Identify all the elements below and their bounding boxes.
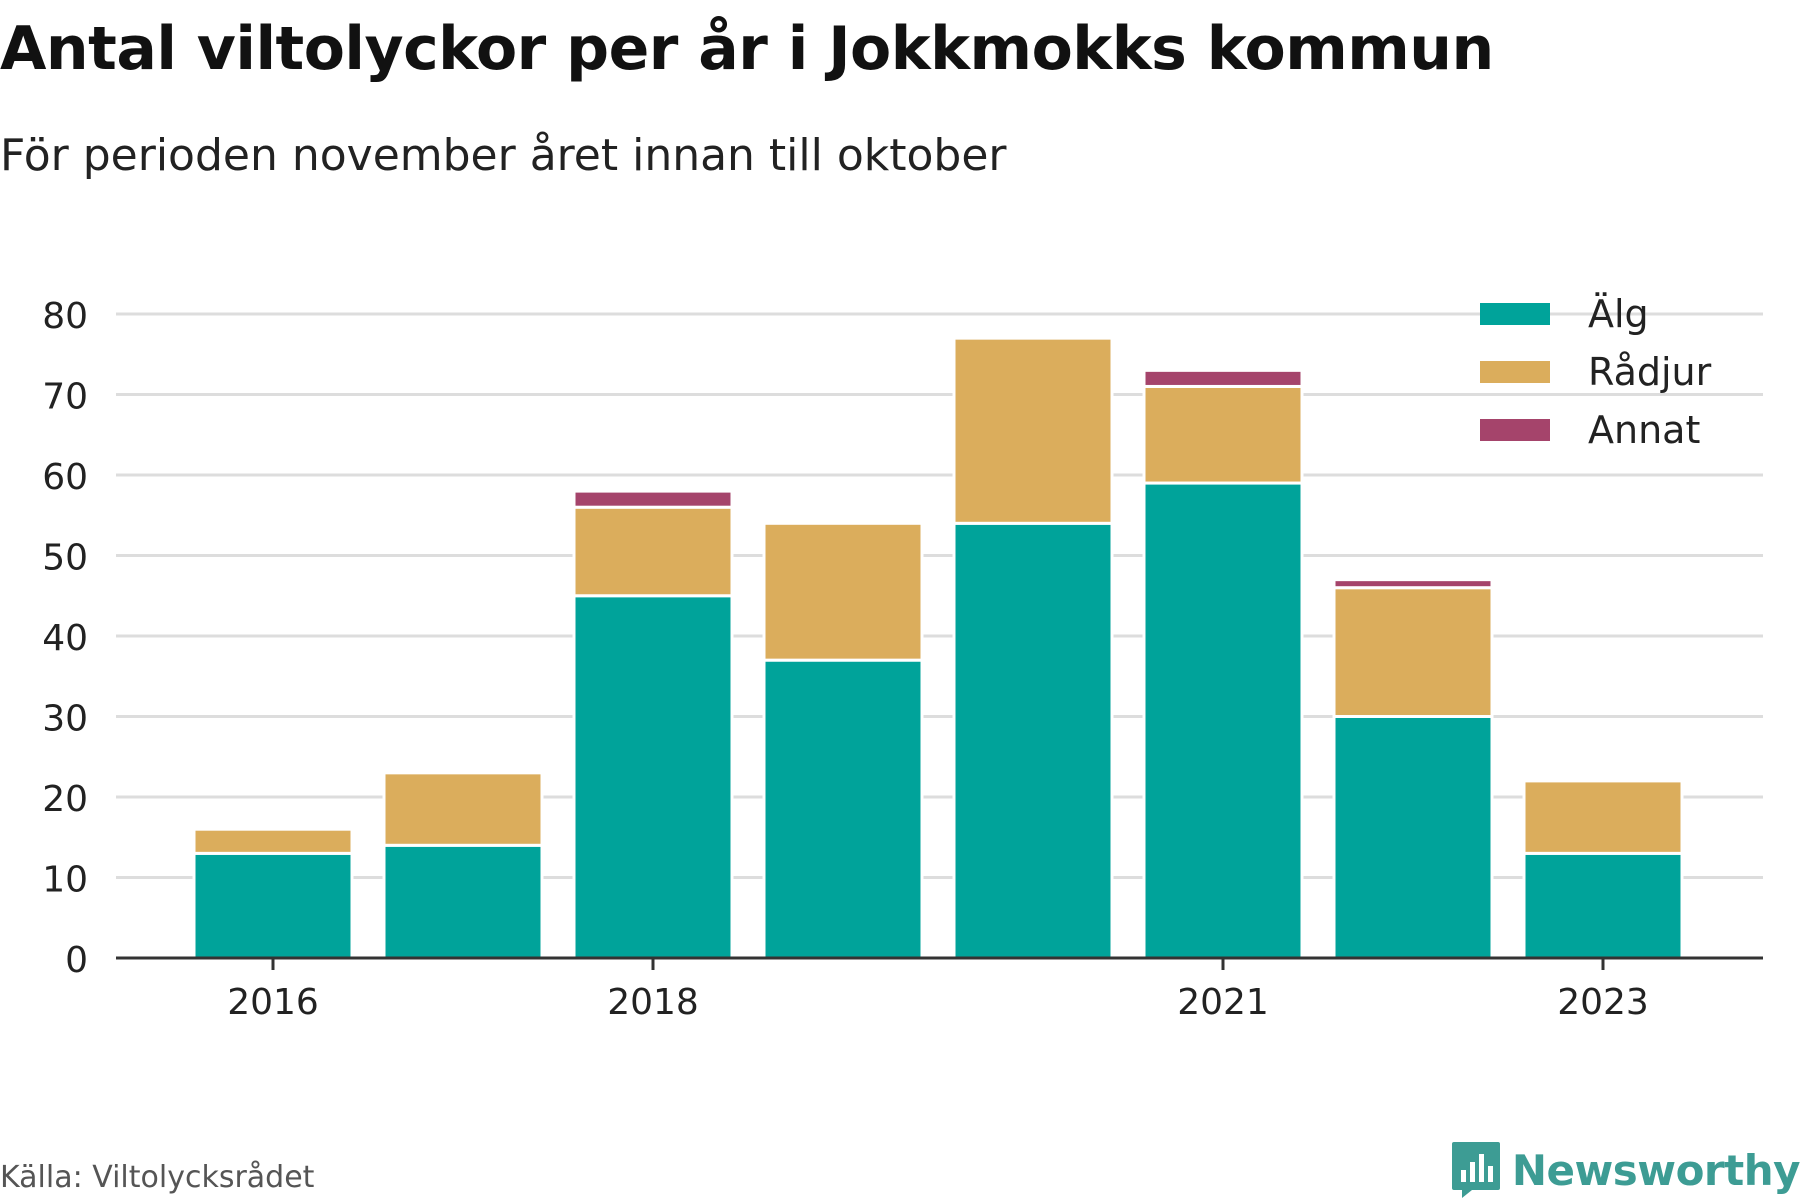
bar-segment	[1522, 779, 1684, 855]
legend-item-annat: Annat	[1480, 401, 1711, 459]
legend: Älg Rådjur Annat	[1480, 285, 1711, 459]
legend-swatch-alg	[1480, 303, 1550, 325]
legend-label-alg: Älg	[1588, 292, 1649, 336]
y-tick-label: 20	[42, 779, 88, 820]
newsworthy-logo-text: Newsworthy	[1511, 1145, 1800, 1195]
x-tick-label: 2018	[607, 982, 699, 1023]
legend-item-radjur: Rådjur	[1480, 343, 1711, 401]
chart-subtitle: För perioden november året innan till ok…	[0, 130, 1007, 181]
y-tick-label: 10	[42, 860, 88, 901]
bar-segment	[1142, 368, 1304, 388]
legend-label-radjur: Rådjur	[1588, 350, 1712, 394]
newsworthy-logo-icon	[1451, 1142, 1500, 1198]
bar-segment	[762, 521, 924, 662]
bar-segment	[1142, 384, 1304, 485]
legend-item-alg: Älg	[1480, 285, 1711, 343]
bar-segment	[1142, 481, 1304, 960]
bar-segment	[952, 521, 1114, 960]
bar-segment	[1522, 851, 1684, 960]
bar-segment	[952, 336, 1114, 525]
bar-segment	[572, 594, 734, 960]
x-tick-label: 2016	[227, 982, 319, 1023]
bar-segment	[192, 851, 354, 960]
y-tick-label: 80	[42, 296, 88, 337]
bar-segment	[572, 489, 734, 509]
bar-segment	[572, 505, 734, 598]
legend-label-annat: Annat	[1588, 408, 1701, 452]
legend-swatch-annat	[1480, 419, 1550, 441]
newsworthy-logo[interactable]: Newsworthy	[1450, 1140, 1800, 1200]
y-tick-label: 70	[42, 377, 88, 418]
x-tick-label: 2023	[1557, 982, 1649, 1023]
y-tick-label: 60	[42, 457, 88, 498]
chart-title: Antal viltolyckor per år i Jokkmokks kom…	[0, 14, 1494, 84]
stacked-bar-chart: 0 10 20 30 40 50 60 70 80 2016 2018 2021 2023	[42, 296, 1763, 1023]
y-tick-label: 30	[42, 699, 88, 740]
y-tick-label: 0	[65, 940, 88, 981]
bar-segment	[382, 843, 544, 960]
bar-segment	[1332, 586, 1494, 719]
source-note: Källa: Viltolycksrådet	[0, 1160, 315, 1195]
bar-segment	[762, 658, 924, 960]
x-tick-label: 2021	[1177, 982, 1269, 1023]
bar-segment	[192, 827, 354, 855]
bar-segment	[382, 771, 544, 847]
bar-segment	[1332, 715, 1494, 960]
bar-segment	[1332, 578, 1494, 590]
legend-swatch-radjur	[1480, 361, 1550, 383]
y-tick-label: 40	[42, 618, 88, 659]
y-tick-label: 50	[42, 538, 88, 579]
